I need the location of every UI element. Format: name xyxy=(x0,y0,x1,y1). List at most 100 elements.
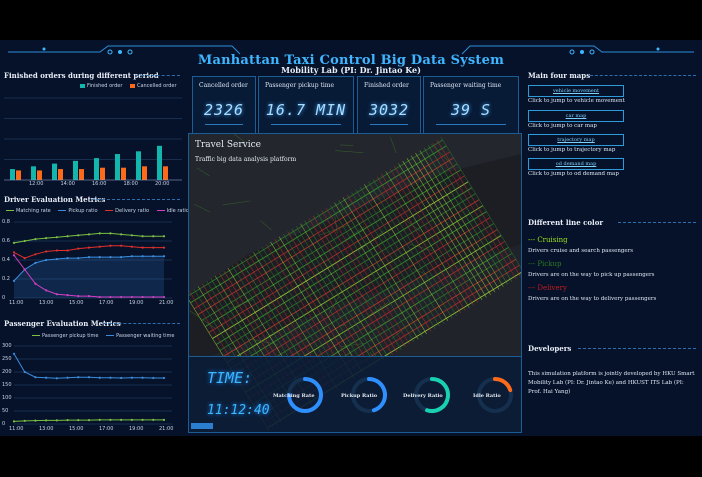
driver-point xyxy=(23,268,26,271)
passenger-point xyxy=(34,419,37,422)
street-line xyxy=(325,207,410,345)
bar-cancelled xyxy=(121,167,126,180)
driver-point xyxy=(12,251,16,254)
passenger-point xyxy=(130,376,133,379)
line-legend-pickup: --- Pickup xyxy=(528,260,562,268)
street-line xyxy=(390,137,397,154)
driver-point xyxy=(130,295,133,299)
line-name-delivery: Delivery xyxy=(537,284,567,292)
street-line xyxy=(260,220,272,231)
street-line xyxy=(367,302,389,318)
divider xyxy=(578,348,696,349)
driver-point xyxy=(98,295,101,299)
bar-finished xyxy=(94,158,99,180)
driver-x-tick: 21:00 xyxy=(159,300,174,306)
passenger-point xyxy=(87,376,91,379)
street-line xyxy=(283,233,368,371)
street-line xyxy=(287,231,372,369)
od-demand-map-button[interactable]: od demand map xyxy=(528,158,624,170)
driver-point xyxy=(45,250,48,253)
driver-metrics-title: Driver Evaluation Metrics xyxy=(4,195,106,204)
bar-cancelled xyxy=(163,166,168,180)
line-legend-delivery: --- Delivery xyxy=(528,284,567,292)
passenger-y-tick: 300 xyxy=(2,343,12,349)
trajectory-map-button[interactable]: trajectory map xyxy=(528,134,624,146)
driver-x-tick: 17:00 xyxy=(99,300,114,306)
passenger-point xyxy=(120,418,123,421)
street-line xyxy=(440,137,521,269)
x-tick-label: 12:00 xyxy=(29,181,44,187)
x-tick-label: 20:00 xyxy=(155,181,170,187)
driver-metrics-chart xyxy=(12,221,172,299)
driver-point xyxy=(77,295,80,298)
map-title: Travel Service xyxy=(195,140,261,150)
driver-point xyxy=(45,289,48,292)
street-line xyxy=(270,241,355,379)
bar-cancelled xyxy=(58,169,63,180)
line-color-title: Different line color xyxy=(528,218,604,227)
passenger-point xyxy=(45,376,48,379)
driver-y-tick: 0 xyxy=(2,295,6,301)
gauge-label-delivery: Delivery Ratio xyxy=(403,393,443,399)
map-panel[interactable]: Travel Service Traffic big data analysis… xyxy=(188,133,522,433)
driver-point xyxy=(152,235,155,238)
ratio-gauges xyxy=(287,377,513,413)
gauge-label-idle: Idle Ratio xyxy=(473,393,501,399)
street-line xyxy=(398,163,483,301)
passenger-point xyxy=(77,419,80,422)
driver-point xyxy=(77,234,80,237)
gauge-label-pickup: Pickup Ratio xyxy=(341,393,378,399)
street-line xyxy=(432,142,517,280)
divider xyxy=(136,75,180,76)
driver-point xyxy=(34,282,37,285)
driver-point xyxy=(98,245,101,248)
passenger-point xyxy=(23,370,26,374)
street-line xyxy=(335,150,364,154)
map-status-bar: TIME: 11:12:40 Matching Rate Pickup Rati… xyxy=(189,356,521,432)
street-line xyxy=(436,139,521,277)
car-map-desc: Click to jump to car map xyxy=(528,123,597,129)
driver-point xyxy=(55,257,58,261)
passenger-point xyxy=(34,376,37,379)
x-tick-label: 14:00 xyxy=(60,181,75,187)
driver-point xyxy=(130,234,133,237)
developers-title: Developers xyxy=(528,344,572,353)
street-line xyxy=(393,165,479,303)
driver-y-tick: 0.6 xyxy=(2,238,10,244)
logo xyxy=(191,423,213,429)
od-demand-map-desc: Click to jump to od demand map xyxy=(528,171,619,177)
vehicle-movement-button[interactable]: vehicle movement xyxy=(528,85,624,97)
legend-label-pickup-time: Passenger pickup time xyxy=(42,333,99,339)
street-line xyxy=(340,324,346,327)
driver-point xyxy=(34,238,37,241)
street-line xyxy=(347,194,432,332)
driver-point xyxy=(12,241,16,244)
divider xyxy=(590,75,696,76)
driver-point xyxy=(34,253,37,256)
street-line xyxy=(359,186,444,324)
gauge-label-matching: Matching Rate xyxy=(273,393,315,399)
bar-finished xyxy=(10,169,15,180)
passenger-point xyxy=(66,419,69,422)
dashboard-screen: Manhattan Taxi Control Big Data System M… xyxy=(0,40,702,436)
street-line xyxy=(423,147,508,285)
kpi-underline xyxy=(370,124,408,125)
driver-point xyxy=(55,293,58,296)
street-line xyxy=(334,216,338,234)
street-line xyxy=(389,168,474,306)
land-area xyxy=(189,134,521,294)
driver-point xyxy=(152,246,155,249)
driver-point xyxy=(34,261,37,264)
page-title: Manhattan Taxi Control Big Data System xyxy=(197,53,505,68)
kpi-value: 2326 xyxy=(203,101,245,119)
car-map-button[interactable]: car map xyxy=(528,110,624,122)
legend-label-idle: Idle ratio xyxy=(166,208,189,214)
gauge-arc xyxy=(493,377,513,393)
street-line xyxy=(402,160,487,298)
line-legend-cruising: --- Cruising xyxy=(528,236,568,244)
passenger-point xyxy=(66,376,69,379)
bar-cancelled xyxy=(142,166,147,180)
passenger-x-tick: 17:00 xyxy=(99,426,114,432)
kpi-value: 39 S xyxy=(450,101,492,119)
street-line xyxy=(342,197,427,335)
